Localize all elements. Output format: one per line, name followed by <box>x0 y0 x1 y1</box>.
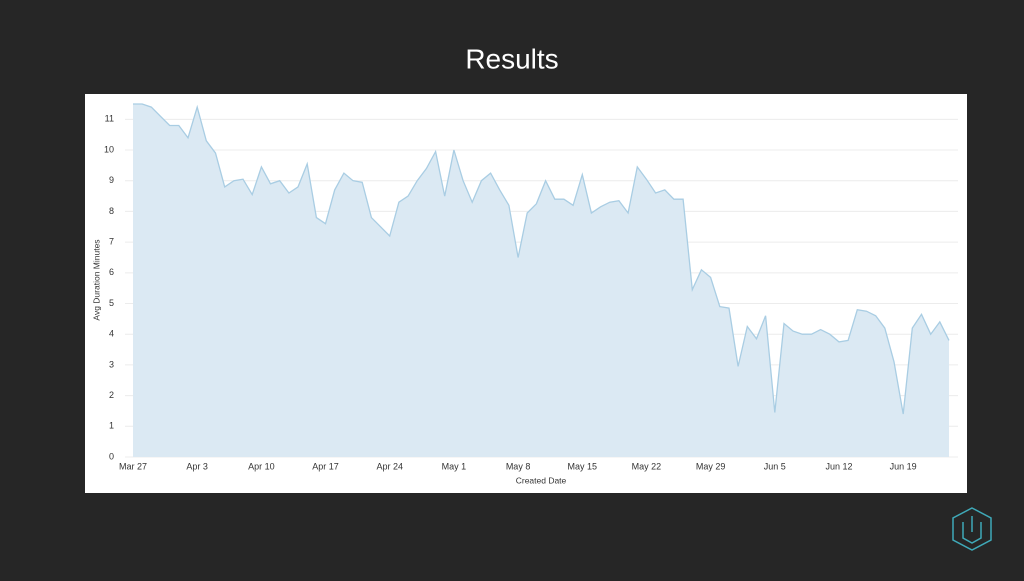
x-tick-label: May 22 <box>632 461 662 471</box>
y-tick-label: 5 <box>109 298 114 308</box>
y-tick-label: 2 <box>109 390 114 400</box>
x-axis-label: Created Date <box>516 475 567 485</box>
plot: 0 1 2 3 4 5 6 7 8 9 10 11 Mar 27 Apr 3 Apr 10 Apr 17 Apr… <box>104 103 958 471</box>
y-tick-label: 9 <box>109 175 114 185</box>
logo <box>952 507 992 551</box>
x-tick-label: May 1 <box>442 461 467 471</box>
x-tick-label: Apr 17 <box>312 461 339 471</box>
x-tick-label: Apr 3 <box>186 461 208 471</box>
slide-title: Results <box>465 43 558 74</box>
x-tick-label: Jun 19 <box>890 461 917 471</box>
x-tick-label: May 15 <box>568 461 598 471</box>
y-tick-label: 11 <box>105 114 114 124</box>
area-fill <box>133 104 949 457</box>
y-tick-label: 8 <box>109 206 114 216</box>
y-axis-label: Avg Duration Minutes <box>91 239 101 320</box>
x-tick-label: May 8 <box>506 461 531 471</box>
x-tick-label: Apr 10 <box>248 461 275 471</box>
y-tick-label: 10 <box>104 144 114 154</box>
x-tick-label: Jun 5 <box>764 461 786 471</box>
x-tick-label: May 29 <box>696 461 726 471</box>
x-tick-label: Mar 27 <box>119 461 147 471</box>
y-tick-label: 0 <box>109 451 114 461</box>
y-tick-label: 1 <box>109 421 114 431</box>
y-tick-label: 3 <box>109 359 114 369</box>
y-tick-label: 4 <box>109 329 114 339</box>
area-line <box>133 103 950 415</box>
y-tick-label: 7 <box>109 237 114 247</box>
x-tick-label: Apr 24 <box>376 461 403 471</box>
y-tick-label: 6 <box>109 267 114 277</box>
x-tick-label: Jun 12 <box>825 461 852 471</box>
